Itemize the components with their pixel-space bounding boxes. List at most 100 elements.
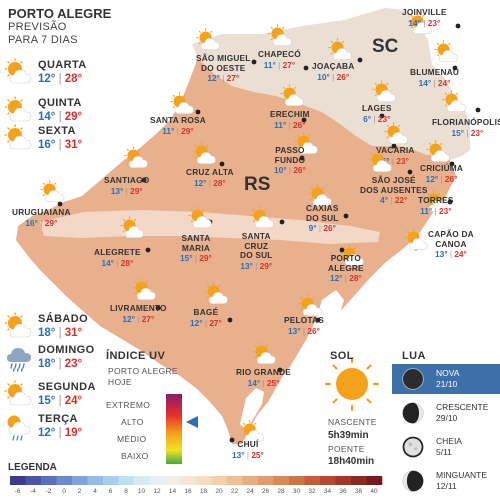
city-max-temp: 26° [336,71,350,82]
city-max-temp: 28° [349,273,362,283]
city-max-temp: 26° [292,119,306,130]
city-temps: 9° | 26° [308,223,336,233]
city-forecast: PORTO ALEGRE 12° | 28° [328,253,364,283]
city-name: TORRES [418,195,454,205]
city-temps: 11° | 27° [263,59,296,70]
legend-swatch [118,476,135,485]
city-name: BLUMENAU [410,67,460,77]
sun-title: SOL [330,350,354,362]
legend-tick-label: 16 [184,488,192,495]
city-min-temp: 13° [288,325,301,336]
legend-tick-label: 34 [323,488,332,495]
sunset-time: 18h40min [328,456,375,467]
city-forecast: BAGÉ 12° | 27° [190,307,222,328]
city-forecast: TORRES 11° | 23° [418,195,454,215]
legend-tick-label: 30 [292,488,301,495]
city-name: FUNDO [274,154,306,165]
city-name: CAPÃO DA [428,229,474,239]
partly-cloudy-icon [4,312,34,342]
moon-phase-row: MINGUANTE 12/11 [392,466,500,496]
city-temps: 12° | 26° [425,173,458,184]
city-marker [277,367,283,373]
partly-cloudy-icon [340,244,366,270]
city-forecast: SANTA CRUZ DO SUL 13° | 29° [240,231,273,271]
city-forecast: FLORIANÓPOLIS 15° | 23° [432,117,500,138]
legend-tick-label: 0 [62,488,66,495]
city-name: FLORIANÓPOLIS [432,117,500,127]
forecast-min-temp: 12° [38,427,56,439]
city-max-temp: 29° [259,260,273,271]
legend-tick-label: 20 [215,488,223,495]
legend-swatch [103,476,119,485]
city-temps: 15° | 23° [451,127,484,138]
legend-tick-label: 22 [230,488,239,495]
partly-cloudy-icon [132,278,158,304]
city-min-temp: 10° [317,71,330,82]
legend-tick-label: 4 [93,488,97,495]
state-label-sc: SC [372,36,399,57]
forecast-day-card: QUARTA 12° | 28° [4,57,86,90]
city-name: VACARIA [376,145,415,155]
legend-tick-label: 12 [153,488,161,495]
city-temps: 10° | 26° [317,71,350,82]
city-max-temp: 27° [209,317,222,328]
city-marker [343,213,349,219]
city-marker [279,219,285,225]
city-marker [301,117,307,123]
city-name: CHUÍ [237,439,259,449]
city-max-temp: 24° [454,249,467,259]
city-max-temp: 23° [470,127,484,138]
legend-tick-label: 28 [277,488,285,495]
forecast-max-temp: 31° [64,139,83,151]
forecast-max-temp: 29° [64,111,83,123]
city-min-temp: 12° [122,313,135,324]
partly-cloudy-icon [426,140,452,166]
city-marker [475,107,481,113]
city-marker [145,247,151,253]
legend-swatch [25,476,42,485]
partly-cloudy-icon [4,58,34,88]
city-min-temp: 11° [162,125,175,136]
forecast-subtitle: PREVISÃO [8,21,67,33]
city-marker [447,199,453,205]
city-temps: 12° | 27° [207,73,240,83]
city-forecast: PASSO FUNDO 10° | 26° [274,145,306,175]
partly-cloudy-icon [4,380,34,410]
forecast-day-temps: 15° | 24° [38,395,83,407]
city-min-temp: 15° [180,253,193,263]
forecast-day-temps: 14° | 29° [38,111,83,123]
city-min-temp: 11° [274,119,287,130]
city-marker [57,201,63,207]
uv-day: HOJE [108,377,132,387]
city-marker [407,169,413,175]
moon-phase-row: NOVA 21/10 [392,364,500,394]
moon-phase-text: CHEIA 5/11 [436,436,462,458]
city-marker [229,437,235,443]
city-max-temp: 25° [251,449,264,460]
city-min-temp: 12° [190,317,203,328]
city-name: SANTA [181,233,211,243]
legend-swatch [149,476,166,485]
city-name: PASSO [275,145,305,155]
city-max-temp: 23° [396,155,409,166]
legend-tick-label: 38 [354,488,363,495]
city-name: LIVRAMENTO [110,303,167,313]
full-moon-icon [400,434,426,465]
moon-phase-row: CRESCENTE 29/10 [392,398,500,428]
legend-swatch [304,476,321,485]
city-min-temp: 12° [425,173,439,184]
city-max-temp: 27° [282,59,296,70]
city-temps: 13° | 29° [240,260,273,271]
city-temps: 16° | 29° [25,217,58,228]
city-forecast: SANTIAGO 13° | 29° [104,175,149,195]
partly-cloudy-icon [280,84,306,110]
moon-phase-date: 12/11 [436,481,457,491]
city-marker [141,177,147,183]
city-name: PELOTAS [284,315,324,325]
forecast-max-temp: 31° [64,327,83,339]
city-name: BAGÉ [193,307,219,317]
city-max-temp: 25° [266,377,280,388]
city-max-temp: 28° [120,257,134,268]
partly-cloudy-icon [250,206,276,232]
moon-phase-row: CHEIA 5/11 [392,432,500,462]
